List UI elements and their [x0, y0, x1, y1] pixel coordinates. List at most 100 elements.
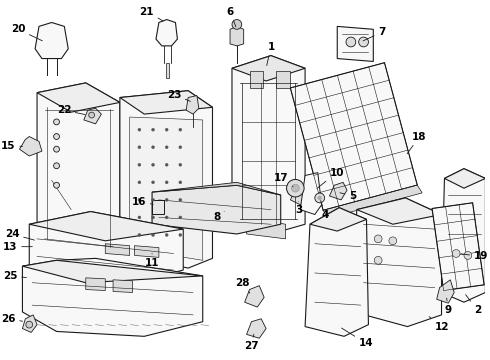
- Polygon shape: [305, 208, 368, 336]
- Text: 12: 12: [429, 316, 449, 332]
- Polygon shape: [232, 56, 305, 81]
- Polygon shape: [86, 278, 105, 291]
- Circle shape: [151, 234, 154, 237]
- Text: 21: 21: [140, 6, 163, 21]
- Polygon shape: [23, 315, 37, 332]
- Polygon shape: [35, 22, 68, 59]
- Circle shape: [138, 181, 141, 184]
- Circle shape: [179, 234, 182, 237]
- Circle shape: [138, 128, 141, 131]
- Polygon shape: [291, 188, 308, 205]
- Text: 22: 22: [57, 105, 85, 115]
- Circle shape: [138, 146, 141, 149]
- Polygon shape: [354, 198, 441, 327]
- Polygon shape: [135, 246, 159, 257]
- Circle shape: [359, 37, 368, 47]
- Circle shape: [346, 37, 356, 47]
- Circle shape: [138, 198, 141, 201]
- Circle shape: [315, 193, 324, 203]
- Text: 17: 17: [274, 174, 293, 186]
- Circle shape: [151, 181, 154, 184]
- Circle shape: [464, 252, 472, 259]
- Polygon shape: [156, 19, 177, 46]
- Polygon shape: [218, 205, 234, 221]
- Circle shape: [389, 237, 397, 245]
- Circle shape: [53, 163, 59, 169]
- Polygon shape: [152, 185, 281, 234]
- Polygon shape: [37, 83, 120, 112]
- Text: 7: 7: [363, 27, 386, 41]
- Circle shape: [89, 112, 95, 118]
- Circle shape: [318, 196, 321, 200]
- Circle shape: [151, 163, 154, 166]
- Polygon shape: [246, 319, 266, 338]
- Polygon shape: [444, 169, 486, 188]
- Polygon shape: [245, 285, 264, 307]
- Polygon shape: [337, 26, 373, 62]
- Text: 10: 10: [317, 168, 344, 188]
- Text: 4: 4: [320, 201, 329, 220]
- Polygon shape: [130, 117, 203, 260]
- Circle shape: [53, 146, 59, 152]
- Circle shape: [287, 179, 304, 197]
- Text: 28: 28: [235, 278, 250, 293]
- Polygon shape: [166, 63, 169, 78]
- Polygon shape: [152, 182, 281, 195]
- Text: 16: 16: [132, 197, 153, 207]
- Polygon shape: [186, 96, 199, 114]
- Circle shape: [179, 216, 182, 219]
- Circle shape: [138, 216, 141, 219]
- Polygon shape: [232, 56, 305, 234]
- Text: 6: 6: [226, 6, 236, 27]
- Text: 2: 2: [466, 295, 481, 315]
- Polygon shape: [357, 198, 441, 224]
- Text: 25: 25: [3, 271, 26, 281]
- Circle shape: [53, 134, 59, 139]
- Polygon shape: [441, 169, 486, 302]
- Polygon shape: [310, 208, 367, 231]
- Text: 9: 9: [444, 298, 452, 315]
- Circle shape: [179, 163, 182, 166]
- Polygon shape: [432, 203, 484, 291]
- Polygon shape: [84, 108, 101, 124]
- Circle shape: [292, 184, 299, 192]
- Polygon shape: [323, 185, 422, 218]
- Circle shape: [165, 146, 168, 149]
- Circle shape: [165, 128, 168, 131]
- Polygon shape: [437, 280, 454, 303]
- Circle shape: [151, 146, 154, 149]
- Circle shape: [26, 321, 33, 328]
- Text: 18: 18: [407, 131, 427, 154]
- Polygon shape: [29, 212, 183, 241]
- Text: 3: 3: [295, 202, 303, 215]
- Circle shape: [165, 163, 168, 166]
- Circle shape: [232, 19, 242, 29]
- Polygon shape: [249, 71, 263, 88]
- Text: 8: 8: [213, 212, 224, 222]
- Polygon shape: [23, 258, 203, 336]
- Circle shape: [151, 128, 154, 131]
- Text: 15: 15: [1, 141, 23, 151]
- Polygon shape: [144, 253, 178, 270]
- Polygon shape: [105, 244, 130, 256]
- Polygon shape: [29, 212, 183, 283]
- Text: 27: 27: [244, 334, 259, 351]
- Text: 23: 23: [167, 90, 191, 102]
- Text: 5: 5: [340, 191, 356, 201]
- Text: 1: 1: [267, 42, 274, 66]
- Circle shape: [138, 163, 141, 166]
- Circle shape: [179, 181, 182, 184]
- Polygon shape: [291, 63, 417, 210]
- Circle shape: [151, 216, 154, 219]
- Circle shape: [165, 234, 168, 237]
- Polygon shape: [20, 136, 42, 156]
- Text: 24: 24: [5, 229, 34, 240]
- Circle shape: [179, 146, 182, 149]
- Polygon shape: [300, 172, 321, 215]
- Circle shape: [452, 249, 460, 257]
- Circle shape: [165, 181, 168, 184]
- Text: 19: 19: [461, 251, 488, 261]
- Text: 11: 11: [145, 253, 159, 268]
- Circle shape: [374, 256, 382, 264]
- Polygon shape: [23, 260, 203, 283]
